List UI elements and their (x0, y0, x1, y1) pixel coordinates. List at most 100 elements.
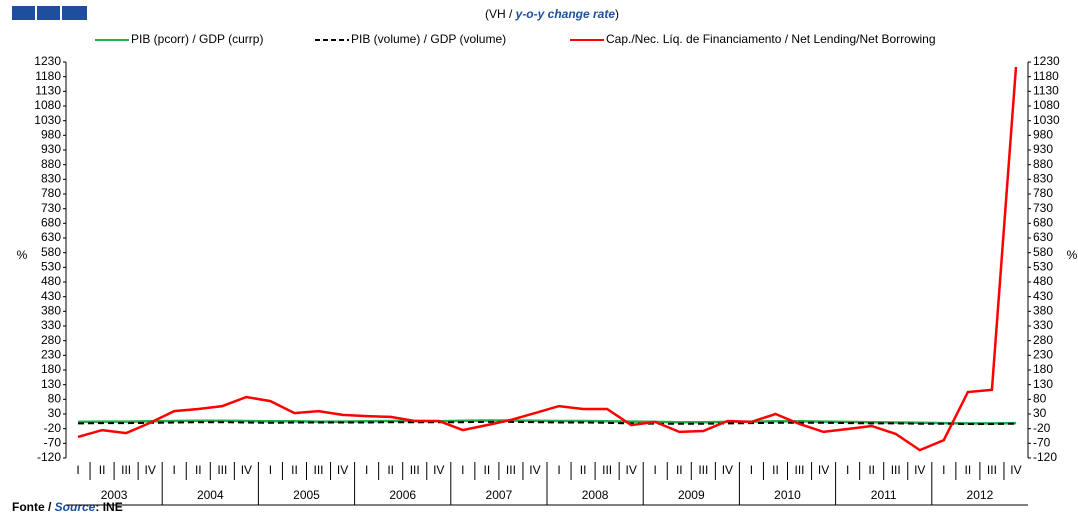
y-tick-label: 80 (48, 392, 62, 406)
y2-tick-label: 130 (1033, 377, 1053, 391)
x-tick-label: I (557, 463, 560, 477)
y2-tick-label: 1180 (1033, 69, 1059, 83)
y2-tick-label: 730 (1033, 201, 1053, 215)
x-tick-label: II (484, 463, 491, 477)
y-tick-label: 1030 (34, 113, 61, 127)
subtitle-part: (VH / (485, 7, 516, 21)
y2-tick-label: 530 (1033, 260, 1053, 274)
chart-subtitle: (VH / y-o-y change rate) (485, 7, 619, 21)
year-label: 2005 (293, 488, 320, 502)
year-label: 2007 (486, 488, 513, 502)
year-label: 2012 (967, 488, 994, 502)
y2-tick-label: 30 (1033, 406, 1047, 420)
x-tick-label: IV (433, 463, 444, 477)
y-tick-label: 30 (48, 406, 62, 420)
year-label: 2009 (678, 488, 705, 502)
x-tick-label: I (76, 463, 79, 477)
x-tick-label: II (868, 463, 875, 477)
y2-tick-label: -120 (1033, 450, 1057, 464)
y2-tick-label: 930 (1033, 142, 1053, 156)
y2-tick-label: -20 (1033, 421, 1051, 435)
x-tick-label: IV (337, 463, 348, 477)
subtitle-part: ) (615, 7, 619, 21)
x-tick-label: IV (818, 463, 829, 477)
source-part: Fonte / (12, 500, 55, 514)
x-tick-label: II (965, 463, 972, 477)
year-label: 2004 (197, 488, 224, 502)
y-tick-label: 1230 (34, 54, 61, 68)
y-tick-label: 780 (41, 186, 61, 200)
x-tick-label: IV (241, 463, 252, 477)
x-tick-label: I (269, 463, 272, 477)
y2-tick-label: 230 (1033, 348, 1053, 362)
y-tick-label: 730 (41, 201, 61, 215)
legend-label: PIB (pcorr) / GDP (currp) (131, 32, 263, 46)
x-tick-label: II (195, 463, 202, 477)
source: Fonte / Source: INE (12, 500, 123, 514)
y-tick-label: -20 (44, 421, 62, 435)
subtitle-part: y-o-y change rate (515, 7, 616, 21)
x-tick-label: I (750, 463, 753, 477)
y-tick-label: 280 (41, 333, 61, 347)
y2-tick-label: 430 (1033, 289, 1053, 303)
y-tick-label: 1180 (35, 69, 61, 83)
legend-label: PIB (volume) / GDP (volume) (351, 32, 506, 46)
x-tick-label: I (173, 463, 176, 477)
y-tick-label: 830 (41, 172, 61, 186)
series-line (77, 419, 1017, 425)
y-axis-label: % (17, 248, 28, 262)
y2-tick-label: 1130 (1033, 84, 1059, 98)
series-line (77, 420, 1017, 425)
y2-tick-label: 80 (1033, 392, 1047, 406)
y-tick-label: 580 (41, 245, 61, 259)
x-tick-label: II (580, 463, 587, 477)
y-tick-label: 180 (41, 362, 61, 376)
x-tick-label: III (314, 463, 324, 477)
x-tick-label: III (217, 463, 227, 477)
y-tick-label: 380 (41, 304, 61, 318)
x-tick-label: I (461, 463, 464, 477)
source-part: : INE (95, 500, 122, 514)
x-tick-label: III (795, 463, 805, 477)
y2-tick-label: 1230 (1033, 54, 1060, 68)
x-tick-label: II (99, 463, 106, 477)
x-tick-label: II (387, 463, 394, 477)
y-tick-label: 630 (41, 230, 61, 244)
y2-tick-label: 330 (1033, 318, 1053, 332)
y2-tick-label: 880 (1033, 157, 1053, 171)
x-tick-label: III (121, 463, 131, 477)
year-label: 2003 (101, 488, 128, 502)
x-tick-label: I (365, 463, 368, 477)
x-tick-label: IV (145, 463, 156, 477)
y-tick-label: 1080 (34, 98, 61, 112)
x-tick-label: II (676, 463, 683, 477)
x-tick-label: III (698, 463, 708, 477)
source-part: Source (55, 500, 96, 514)
y2-tick-label: 180 (1033, 362, 1053, 376)
y2-tick-label: 580 (1033, 245, 1053, 259)
y-tick-label: 480 (41, 274, 61, 288)
y2-tick-label: 830 (1033, 172, 1053, 186)
x-tick-label: I (654, 463, 657, 477)
x-tick-label: III (602, 463, 612, 477)
y2-tick-label: 380 (1033, 304, 1053, 318)
x-tick-label: I (846, 463, 849, 477)
logo-block (37, 6, 60, 20)
y2-tick-label: 780 (1033, 186, 1053, 200)
x-tick-label: III (987, 463, 997, 477)
series-line (77, 66, 1018, 452)
y-tick-label: -70 (44, 436, 62, 450)
y2-tick-label: 680 (1033, 216, 1053, 230)
logo-block (62, 6, 87, 20)
x-tick-label: IV (914, 463, 925, 477)
year-label: 2010 (774, 488, 801, 502)
x-tick-label: I (942, 463, 945, 477)
y2-tick-label: -70 (1033, 436, 1051, 450)
x-tick-label: IV (529, 463, 540, 477)
y-tick-label: 530 (41, 260, 61, 274)
x-tick-label: IV (626, 463, 637, 477)
logo-block (12, 6, 35, 20)
y-tick-label: 680 (41, 216, 61, 230)
y-tick-label: 980 (41, 128, 61, 142)
